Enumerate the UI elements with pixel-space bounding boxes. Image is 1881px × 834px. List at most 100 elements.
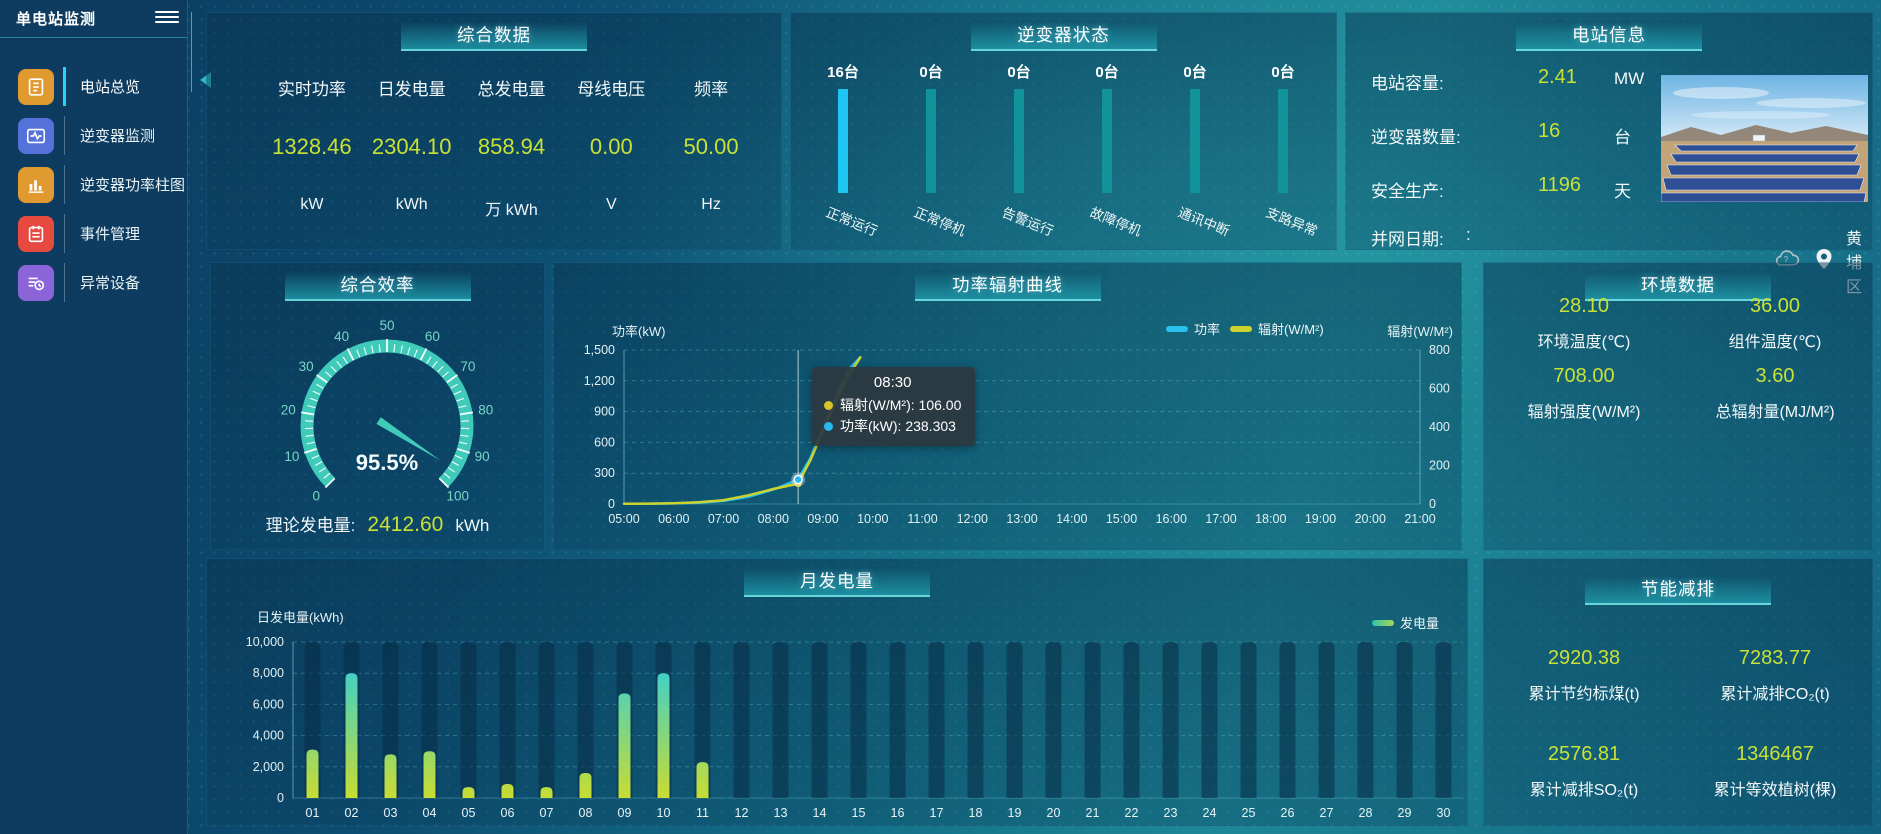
bar-label: 通讯中断: [1175, 204, 1232, 239]
monthly-generation-chart[interactable]: 10,000 8,000 6,000 4,000 2,000 0 01 02 03 04 05 06 0…: [207, 559, 1469, 827]
hamburger-menu-icon[interactable]: [155, 8, 179, 26]
svg-text:70: 70: [460, 359, 475, 374]
sidebar-item-event-management[interactable]: 事件管理: [0, 209, 187, 258]
menu-divider: [64, 263, 65, 302]
sidebar-item-inverter-power-bars[interactable]: 逆变器功率柱图: [0, 160, 187, 209]
power-bars-icon: [18, 166, 54, 203]
panel-inverter-status: 逆变器状态 16台 正常运行 0台 正常停机 0台 告警运行 0台 故障停机 0台 通讯中断 0台支…: [790, 12, 1337, 250]
svg-text:05: 05: [462, 806, 476, 820]
menu-divider: [64, 116, 65, 155]
metric-daily-generation: 日发电量 2304.10 kWh: [371, 80, 452, 213]
metric-bus-voltage: 母线电压 0.00 V: [577, 80, 646, 213]
chart-tooltip: 08:30 辐射(W/M²): 106.00 功率(kW): 238.303: [812, 367, 976, 446]
svg-text:80: 80: [478, 402, 493, 417]
svg-text:40: 40: [334, 329, 349, 344]
collapse-sidebar-arrow[interactable]: [200, 72, 211, 88]
svg-text:12: 12: [735, 806, 749, 820]
sidebar-item-station-overview[interactable]: 电站总览: [0, 62, 187, 111]
panel-summary-data: 综合数据 实时功率 1328.46 kW 日发电量 2304.10 kWh 总发…: [206, 12, 782, 250]
svg-text:09: 09: [618, 806, 632, 820]
panel-energy-savings: 节能减排 2920.38 累计节约标煤(t) 7283.77 累计减排CO₂(t…: [1483, 558, 1873, 826]
panel-title: 环境数据: [1585, 271, 1771, 301]
svg-text:04: 04: [423, 806, 437, 820]
svg-text:0: 0: [1429, 497, 1436, 511]
svg-text:24: 24: [1203, 806, 1217, 820]
svg-text:1,200: 1,200: [584, 374, 615, 388]
svg-text:90: 90: [475, 449, 490, 464]
panel-title: 电站信息: [1516, 21, 1702, 51]
abnormal-device-icon: [18, 264, 54, 301]
svg-text:09:00: 09:00: [807, 512, 838, 526]
bar-chart-legend[interactable]: 发电量: [1371, 613, 1439, 632]
theoretical-generation-row: 理论发电量: 2412.60 kWh: [265, 513, 490, 536]
svg-text:14:00: 14:00: [1056, 512, 1087, 526]
savings-trees: 1346467 累计等效植树(棵): [1713, 743, 1837, 799]
svg-text:16:00: 16:00: [1156, 512, 1187, 526]
sidebar-item-label: 逆变器功率柱图: [80, 177, 186, 194]
savings-coal: 2920.38 累计节约标煤(t): [1528, 647, 1640, 703]
legend-generation-swatch: [1371, 619, 1394, 626]
svg-text:16: 16: [891, 806, 905, 820]
menu-divider: [64, 214, 65, 253]
bar-pillar: [838, 89, 848, 193]
svg-text:13:00: 13:00: [1006, 512, 1037, 526]
panel-title: 综合数据: [401, 21, 587, 51]
legend-generation[interactable]: 发电量: [1371, 613, 1439, 632]
station-capacity-unit: MW: [1614, 69, 1645, 88]
bar-pillar: [1278, 89, 1288, 193]
panel-environment: 环境数据 28.10 环境温度(℃) 36.00 组件温度(℃) 708.00 …: [1483, 262, 1873, 550]
svg-text:26: 26: [1281, 806, 1295, 820]
efficiency-gauge: 0 10 20 30 40 50 60 70 80 90 100 95.5%: [281, 318, 494, 504]
inverter-wave-icon: [18, 117, 54, 154]
app-title: 单电站监测: [16, 11, 97, 28]
bar-count: 16台: [827, 64, 859, 81]
bar-pillar: [1190, 89, 1200, 193]
svg-text:07:00: 07:00: [708, 512, 739, 526]
panel-title: 月发电量: [744, 567, 930, 597]
legend-power-swatch: [1166, 325, 1188, 332]
bar-count: 0台: [1007, 64, 1031, 81]
svg-text:10,000: 10,000: [246, 635, 284, 649]
legend-radiation[interactable]: 辐射(W/M²): [1230, 319, 1324, 338]
env-total-radiation: 3.60 总辐射量(MJ/M²): [1715, 365, 1835, 421]
svg-text:30: 30: [299, 359, 314, 374]
env-irradiance: 708.00 辐射强度(W/M²): [1527, 365, 1641, 421]
weather-cloud-icon: ?: [1774, 249, 1802, 274]
svg-text:17: 17: [930, 806, 944, 820]
tooltip-power-row: 功率(kW): 238.303: [824, 416, 961, 437]
sidebar-item-label: 事件管理: [80, 226, 141, 243]
bar-label: 故障停机: [1087, 204, 1144, 239]
bar-pillar: [1014, 89, 1024, 193]
safe-production-value: 1196: [1538, 174, 1582, 196]
grid-date-label: 并网日期:: [1371, 230, 1444, 249]
bar-count: 0台: [919, 64, 943, 81]
summary-metrics: 实时功率 1328.46 kW 日发电量 2304.10 kWh 总发电量 85…: [207, 13, 781, 249]
bar-label: 正常运行: [823, 204, 880, 239]
bar-count: 0台: [1095, 64, 1119, 81]
svg-text:10: 10: [284, 449, 299, 464]
svg-text:50: 50: [379, 318, 394, 333]
sidebar-item-inverter-monitor[interactable]: 逆变器监测: [0, 111, 187, 160]
svg-text:17:00: 17:00: [1205, 512, 1236, 526]
svg-text:25: 25: [1242, 806, 1256, 820]
svg-text:0: 0: [608, 497, 615, 511]
legend-power[interactable]: 功率: [1166, 319, 1220, 338]
svg-text:01: 01: [306, 806, 320, 820]
svg-text:28: 28: [1359, 806, 1373, 820]
svg-text:27: 27: [1320, 806, 1334, 820]
svg-text:22: 22: [1125, 806, 1139, 820]
bar-label: 正常停机: [911, 204, 968, 239]
svg-text:20: 20: [1047, 806, 1061, 820]
env-ambient-temp: 28.10 环境温度(℃): [1537, 295, 1631, 351]
bar-pillar: [926, 89, 936, 193]
radiation-dot: [824, 401, 833, 410]
bar-label: 告警运行: [999, 204, 1056, 239]
sidebar-item-abnormal-devices[interactable]: 异常设备: [0, 258, 187, 307]
overview-doc-icon: [18, 68, 54, 105]
svg-text:200: 200: [1429, 459, 1450, 473]
bar-y-axis-name: 日发电量(kWh): [257, 610, 344, 625]
line-chart-legend[interactable]: 功率 辐射(W/M²): [1166, 319, 1324, 338]
svg-text:08:00: 08:00: [758, 512, 789, 526]
menu-divider: [64, 165, 65, 204]
